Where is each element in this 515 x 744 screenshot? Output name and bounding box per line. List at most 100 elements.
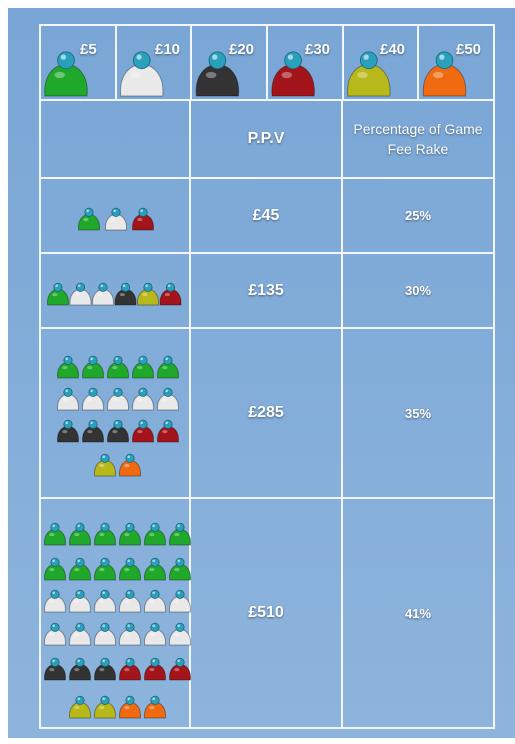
pawn-head-shine (152, 659, 155, 662)
pawn-head-shine (127, 524, 130, 527)
pawn-head (151, 623, 159, 631)
pawn-head (285, 52, 302, 69)
pawn-head-shine (90, 389, 93, 392)
pawn-head-shine (152, 524, 155, 527)
pawn-shine (162, 430, 167, 433)
pawn-head-shine (152, 559, 155, 562)
pawn-shine (174, 568, 179, 571)
pawn-head-shine (65, 357, 68, 360)
pawn-shine (112, 430, 117, 433)
pawn-head-shine (52, 659, 55, 662)
pawn-shine (137, 398, 142, 401)
pawn-head (176, 623, 184, 631)
pawn-head-shine (127, 697, 130, 700)
pawn-head-shine (140, 389, 143, 392)
pawn-head (76, 558, 84, 566)
pawn-head-shine (177, 559, 180, 562)
pawn-head (101, 623, 109, 631)
pawn-shine (87, 366, 92, 369)
pawn-head-shine (165, 357, 168, 360)
pawn-shine (74, 600, 79, 603)
pawn-shine (62, 398, 67, 401)
pawn-shine (97, 293, 102, 296)
pawn-head (101, 454, 109, 462)
pawn-shine (99, 633, 104, 636)
pawn-shine (149, 633, 154, 636)
pawn-head-shine (55, 284, 58, 287)
pawn-head (121, 283, 129, 291)
pawn-head (164, 388, 172, 396)
icon-label: £30 (305, 38, 343, 60)
pawn-head-shine (52, 524, 55, 527)
pawn-head-shine (77, 524, 80, 527)
pawn-head-shine (165, 421, 168, 424)
pawn-head (126, 696, 134, 704)
pawn-shine (99, 464, 104, 467)
pawn-head-shine (168, 284, 171, 287)
pawn-shine (162, 398, 167, 401)
pawn-head (126, 558, 134, 566)
pawn-head-shine (115, 357, 118, 360)
pawn-head (76, 590, 84, 598)
icon-label: £10 (155, 38, 191, 60)
pawn-shine (282, 72, 293, 78)
pawn-head-shine (102, 524, 105, 527)
pawn-shine (124, 568, 129, 571)
pawn-head-shine (65, 421, 68, 424)
pawn-head-shine (52, 559, 55, 562)
pawn-shine (49, 633, 54, 636)
pawn-head-shine (77, 697, 80, 700)
pawn-head-shine (152, 697, 155, 700)
pawn-shine (52, 293, 57, 296)
pawn-head-shine (115, 421, 118, 424)
pawn-shine (149, 600, 154, 603)
pawn-shine (137, 366, 142, 369)
pawn-head (126, 623, 134, 631)
pawn-shine (54, 72, 64, 78)
pawn-shine (99, 706, 104, 709)
pawn-head-shine (145, 284, 148, 287)
pawn-head-shine (102, 455, 105, 458)
pawn-head (54, 283, 62, 291)
pawn-shine (357, 72, 368, 78)
pawn-head (64, 388, 72, 396)
pawn-head-shine (439, 55, 444, 60)
pawn-head (51, 658, 59, 666)
pawn-head-shine (90, 421, 93, 424)
pawn-head-shine (364, 55, 369, 60)
pawn-head-shine (127, 591, 130, 594)
pawn-head-shine (127, 559, 130, 562)
ppv-cell: £285 (190, 328, 342, 498)
pawn-head (101, 696, 109, 704)
pawn-head (101, 523, 109, 531)
pawn-shine (74, 633, 79, 636)
pawn-shine (87, 398, 92, 401)
pawn-shine (87, 430, 92, 433)
pawn-head-shine (288, 55, 293, 60)
pawn-shine (75, 293, 80, 296)
pawn-head-shine (102, 591, 105, 594)
pawn-head (176, 658, 184, 666)
pawn-shine (74, 568, 79, 571)
pawn-shine (74, 706, 79, 709)
pawn-head (151, 590, 159, 598)
rake-cell: 25% (342, 178, 494, 253)
pawn-shine (124, 533, 129, 536)
pawn-head-shine (127, 624, 130, 627)
pawn-head (51, 558, 59, 566)
pawn-shine (110, 218, 115, 221)
pawn-head-shine (136, 55, 141, 60)
pawn-shine (137, 218, 142, 221)
pawn-head (139, 208, 147, 216)
header-rake: Percentage of Game Fee Rake (350, 100, 486, 178)
pawn-head (76, 696, 84, 704)
pawn-shine (99, 600, 104, 603)
pawn-head-shine (212, 55, 217, 60)
pawn-shine (174, 633, 179, 636)
pawn-head (126, 454, 134, 462)
pawn-shine (124, 706, 129, 709)
pawn-shine (165, 293, 170, 296)
pawn-head (51, 623, 59, 631)
pawn-head (360, 52, 377, 69)
pawn-head (76, 623, 84, 631)
